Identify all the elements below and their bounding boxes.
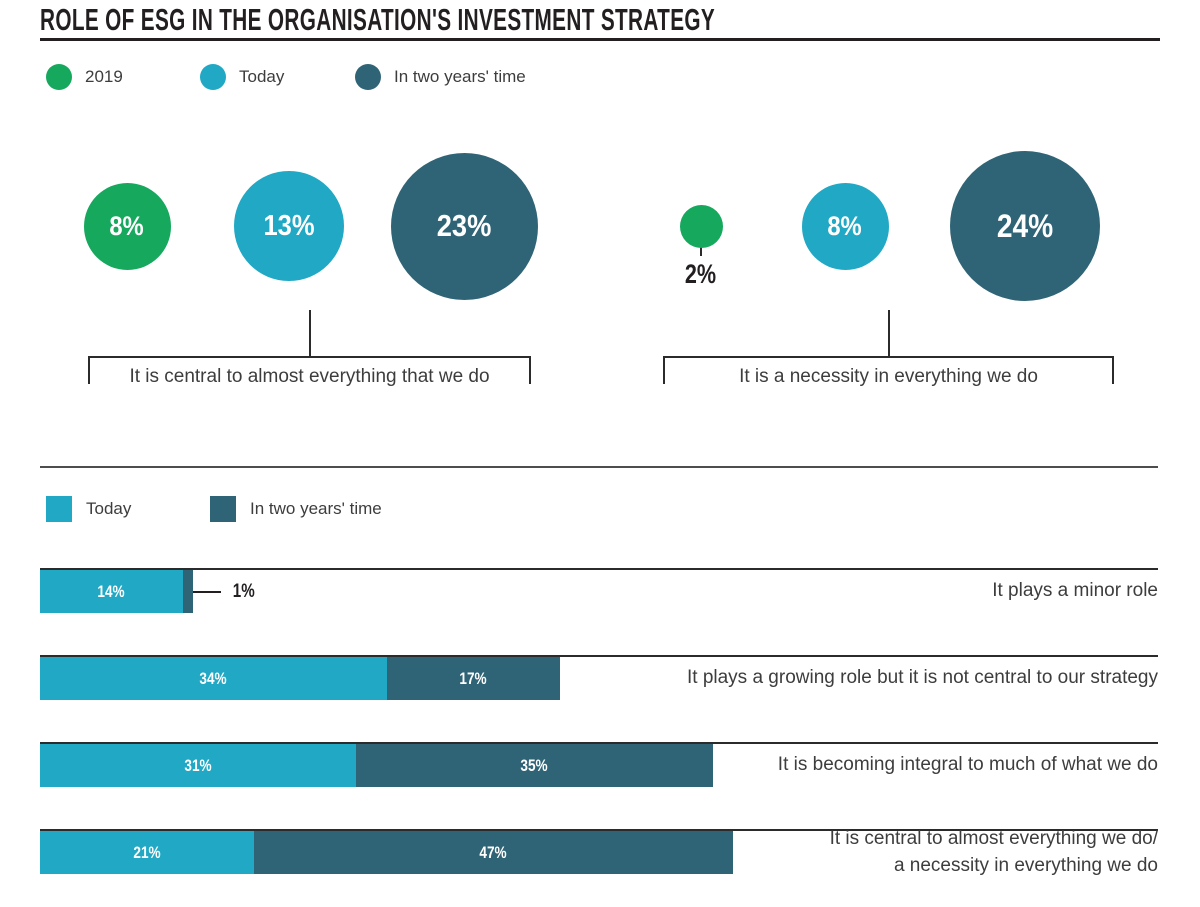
bar-legend-swatch-two-years-icon bbox=[210, 496, 236, 522]
bar-category-label: It plays a minor role bbox=[992, 570, 1158, 613]
page-title: ROLE OF ESG IN THE ORGANISATION'S INVEST… bbox=[40, 2, 1048, 38]
bar-row-4: 21% 47% It is central to almost everything… bbox=[40, 828, 1158, 876]
bar-category-label-line: It is becoming integral to much of what … bbox=[777, 754, 1158, 776]
bracket-stem bbox=[887, 310, 890, 356]
bubble-value: 13% bbox=[263, 209, 315, 242]
legend-item-two-years: In two years' time bbox=[355, 64, 526, 90]
bubble-2019-group2 bbox=[679, 204, 723, 248]
legend-label-today: Today bbox=[239, 67, 285, 86]
legend-label-2019: 2019 bbox=[85, 67, 123, 86]
bar-legend-item-two-years: In two years' time bbox=[210, 496, 382, 522]
bar-segment-two-years: 35% bbox=[356, 744, 713, 787]
bubble-value: 8% bbox=[827, 210, 863, 241]
bar-legend-label-two-years: In two years' time bbox=[250, 499, 382, 518]
bubble-value: 2% bbox=[685, 259, 717, 289]
bubble-value: 24% bbox=[996, 207, 1054, 244]
bubble-value: 23% bbox=[436, 208, 492, 243]
bar-row-topline bbox=[40, 568, 1158, 570]
bar-row-1: 14% 1% It plays a minor role bbox=[40, 568, 1158, 614]
bar-segment-today: 14% bbox=[40, 570, 183, 613]
bar-row-topline bbox=[40, 742, 1158, 744]
bar-category-label: It is central to almost everything we do… bbox=[830, 828, 1158, 876]
section-divider bbox=[40, 466, 1158, 468]
bar-segment-two-years bbox=[183, 570, 193, 613]
bar-category-label-line: a necessity in everything we do bbox=[893, 854, 1158, 876]
bar-segment-value: 14% bbox=[97, 581, 126, 601]
title-underline bbox=[40, 38, 1160, 41]
bubble-value: 8% bbox=[109, 210, 145, 241]
bubble-2019-group1: 8% bbox=[83, 182, 171, 270]
bubble-value-outside: 2% bbox=[651, 259, 751, 290]
bar-segment-value: 47% bbox=[479, 842, 508, 862]
bar-segment-value: 34% bbox=[199, 668, 228, 688]
bracket-label: It is a necessity in everything we do bbox=[739, 366, 1038, 387]
bar-legend-item-today: Today bbox=[46, 496, 131, 522]
bar-segment-value: 31% bbox=[184, 755, 212, 775]
bar-category-label: It plays a growing role but it is not ce… bbox=[687, 657, 1158, 700]
bar-segment-two-years: 47% bbox=[254, 831, 733, 874]
bar-category-label-line: It plays a minor role bbox=[992, 580, 1158, 602]
bar-category-label-line: It is central to almost everything we do… bbox=[829, 827, 1158, 849]
bar-category-label: It is becoming integral to much of what … bbox=[778, 744, 1158, 787]
bar-segment-value: 21% bbox=[133, 842, 161, 862]
legend-dot-two-years-icon bbox=[355, 64, 381, 90]
bar-segment-today: 21% bbox=[40, 831, 254, 874]
bar-legend-label-today: Today bbox=[86, 499, 132, 518]
bracket-stem bbox=[308, 310, 311, 356]
bar-row-topline bbox=[40, 655, 1158, 657]
legend-item-2019: 2019 bbox=[46, 64, 123, 90]
legend-dot-today-icon bbox=[200, 64, 226, 90]
bar-segment-two-years: 17% bbox=[387, 657, 560, 700]
bubble-in-two-years-time-group2: 24% bbox=[950, 151, 1100, 301]
bar-legend-swatch-today-icon bbox=[46, 496, 72, 522]
bar-row-topline bbox=[40, 829, 1158, 831]
bar-leader-line bbox=[193, 590, 221, 593]
bracket-central-to-everything: It is central to almost everything that … bbox=[88, 310, 531, 387]
legend-dot-2019-icon bbox=[46, 64, 72, 90]
page-title-text: ROLE OF ESG IN THE ORGANISATION'S INVEST… bbox=[40, 2, 716, 37]
bar-category-label-line: It plays a growing role but it is not ce… bbox=[686, 667, 1158, 689]
bar-segment-value: 1% bbox=[232, 580, 255, 602]
bubble-today-group2: 8% bbox=[801, 182, 889, 270]
bar-segment-today: 31% bbox=[40, 744, 356, 787]
legend-label-two-years: In two years' time bbox=[394, 67, 526, 86]
bar-row-2: 34% 17% It plays a growing role but it is … bbox=[40, 655, 1158, 701]
bracket-necessity: It is a necessity in everything we do bbox=[663, 310, 1114, 387]
bar-segment-value: 17% bbox=[459, 668, 488, 688]
bar-row-3: 31% 35% It is becoming integral to much of… bbox=[40, 742, 1158, 788]
bar-segment-today: 34% bbox=[40, 657, 387, 700]
bar-segment-value: 35% bbox=[520, 755, 549, 775]
bubble-in-two-years-time-group1: 23% bbox=[390, 152, 538, 300]
bubble-leader-line bbox=[700, 226, 702, 256]
bubble-today-group1: 13% bbox=[234, 171, 344, 281]
bracket-label: It is central to almost everything that … bbox=[129, 366, 490, 387]
legend-item-today: Today bbox=[200, 64, 284, 90]
bar-value-callout: 1% bbox=[193, 570, 257, 613]
